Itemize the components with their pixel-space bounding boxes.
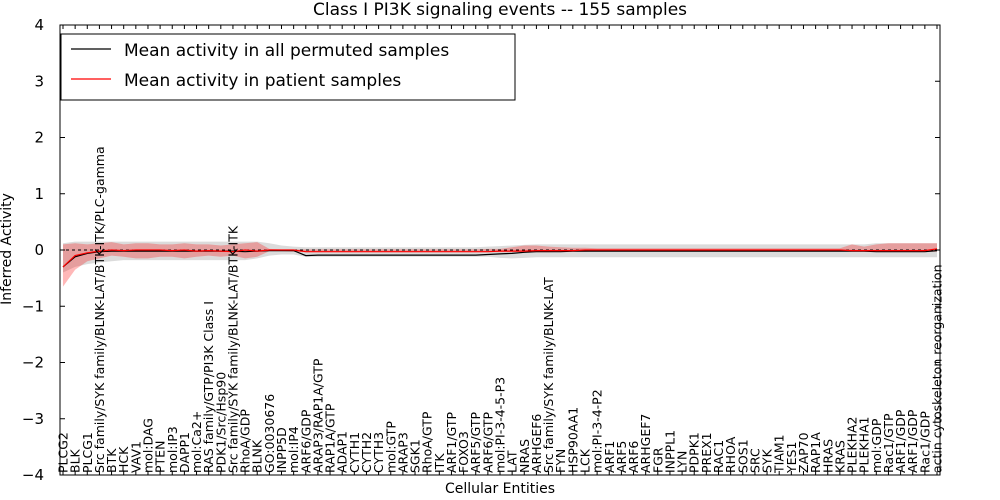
x-tick-label: ARF6 [626,441,641,473]
x-tick-label: LYN [675,451,690,473]
x-tick-label: GO:0030676 [262,394,277,473]
x-tick-label: Rac1/GDP [917,411,932,473]
y-tick-label: −2 [22,354,44,372]
line-patient [62,248,938,268]
x-tick-label: FYN [553,449,568,473]
series-lines [62,248,938,268]
x-tick-label: PDK1/Src/Hsp90 [213,372,228,473]
x-tick-label: actin cytoskeleton reorganization [930,264,945,473]
x-tick-label: mol:DAG [141,418,156,473]
x-tick-label: mol:PI-3-4-5-P3 [493,377,508,473]
x-tick-label: Rac1/GTP [881,413,896,473]
x-tick-label: PLEKHA1 [857,416,872,473]
x-tick-label: KRAS [832,440,847,473]
x-tick-label: CYTH3 [371,432,386,473]
x-tick-label: PTEN [153,441,168,473]
x-tick-label: Src family/SYK family/BLNK-LAT/BTK-ITK [225,225,240,473]
x-tick-label: SYK [760,448,775,473]
x-tick-label: mol:IP3 [165,426,180,473]
x-tick-label: ARF6/GTP [480,412,495,473]
x-tick-label: SOS1 [735,439,750,473]
legend-label-permuted: Mean activity in all permuted samples [124,41,449,61]
x-tick-label: mol:PI-3-4-P2 [590,389,605,473]
x-tick-label: HCK [116,446,131,473]
x-tick-label: ARAP3/RAP1A/GTP [310,358,325,473]
x-tick-label: RAP1A/GTP [323,403,338,473]
x-tick-label: HSP90AA1 [565,407,580,473]
x-tick-label: LCK [578,448,593,473]
y-axis: −4 −3 −2 −1 0 1 2 3 4 [22,16,940,484]
x-tick-label: RhoA/GDP [238,409,253,473]
x-tick-label: NRAS [517,439,532,473]
x-tick-label: SGK1 [408,439,423,473]
x-tick-label: RHOA [723,436,738,473]
x-tick-label: BLNK [250,439,265,473]
x-tick-label: SRC [747,448,762,473]
x-tick-label: CYTH2 [359,432,374,473]
x-tick-label: RAP1A [808,432,823,473]
x-tick-label: mol:IP4 [286,426,301,473]
x-tick-label: HRAS [820,439,835,473]
x-tick-label: BLK [68,448,83,473]
x-tick-label: PLCG1 [80,432,95,473]
x-tick-label: CYTH1 [347,432,362,473]
x-tick-label: mol:GDP [869,418,884,473]
x-tick-label: RhoA/GTP [420,411,435,473]
x-tick-label: Src family/SYK family/BLNK-LAT [541,277,556,473]
x-tick-label: ZAP70 [796,432,811,473]
x-tick-label: DAPP1 [177,432,192,473]
x-tick-label: ARF6/GDP [298,409,313,473]
x-axis-label: Cellular Entities [445,481,555,497]
x-tick-label: PREX1 [699,432,714,473]
confidence-bands [63,241,937,287]
x-tick-label: BTK [104,448,119,473]
x-tick-label: PLEKHA2 [845,416,860,473]
x-tick-label: LAT [505,450,520,473]
band-permuted [63,241,937,273]
x-tick-label: FGR [650,447,665,473]
y-tick-label: 2 [34,129,44,147]
x-tick-label: ITK [432,453,447,473]
x-tick-label: RAC1 [711,440,726,473]
x-tick-label: ARF5/GTP [468,412,483,473]
x-tick-label: Src family/SYK family/BLNK-LAT/BTK-ITK/P… [92,146,107,473]
y-axis-label: Inferred Activity [0,193,15,305]
y-tick-label: −4 [22,466,44,484]
x-tick-label: PLCG2 [56,432,71,473]
x-tick-label: ARHGEF6 [529,414,544,473]
x-tick-label: INPP5D [274,427,289,473]
legend-label-patient: Mean activity in patient samples [124,71,401,91]
x-tick-label: ADAP1 [335,431,350,473]
legend-box [60,33,516,101]
x-tick-label: VAV1 [128,441,143,473]
x-tick-label: ARF1/GDP [893,409,908,473]
x-tick-label: RAS family/GTP/PI3K Class I [201,301,216,473]
x-tick-label: mol:GTP [383,421,398,473]
x-tick-label: PDPK1 [687,432,702,473]
x-tick-label: YES1 [784,442,799,474]
x-tick-label: FOXO3 [456,431,471,473]
x-tick-label: INPPL1 [662,430,677,473]
x-tick-label: ARF1/GDP [905,409,920,473]
x-tick-label: ARAP3 [395,432,410,473]
y-tick-label: −3 [22,410,44,428]
y-tick-label: 0 [34,241,44,259]
y-tick-label: 1 [34,185,44,203]
y-tick-label: 4 [34,16,44,34]
x-tick-label: mol:Ca2+ [189,411,204,473]
y-tick-label: −1 [22,297,44,315]
x-tick-label: TIAM1 [772,434,787,474]
x-tick-label: ARF1/GTP [444,412,459,473]
x-tick-label: ARF1 [602,441,617,473]
legend: Mean activity in all permuted samples Me… [60,33,516,101]
chart-title: Class I PI3K signaling events -- 155 sam… [313,0,687,20]
x-tick-label: ARHGEF7 [638,414,653,473]
y-tick-label: 3 [34,72,44,90]
x-tick-label: ARF5 [614,441,629,473]
